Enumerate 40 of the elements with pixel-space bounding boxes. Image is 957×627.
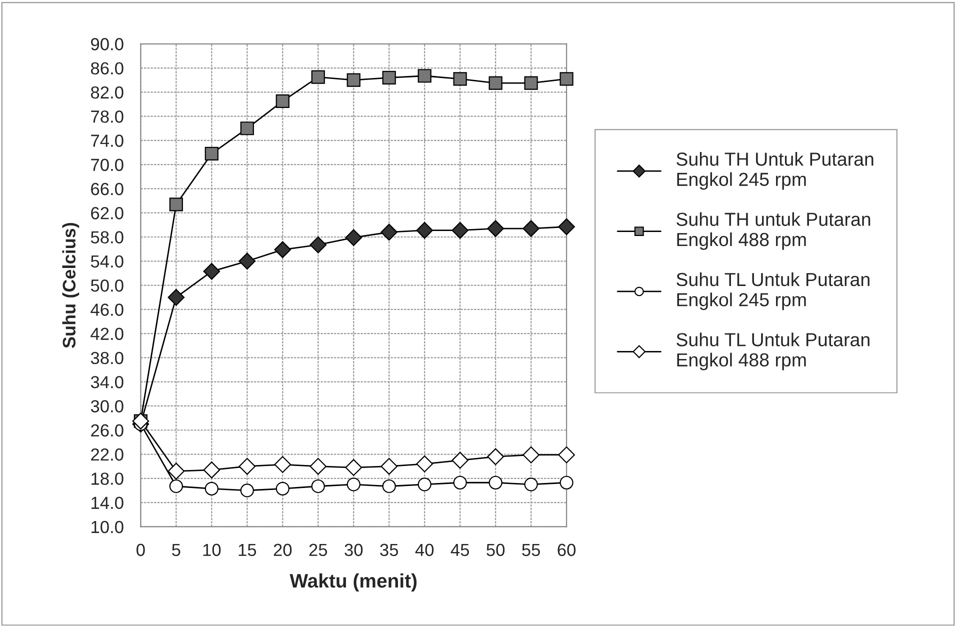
x-tick-label: 30: [344, 544, 363, 556]
y-tick-label: 54.0: [90, 255, 124, 268]
y-tick-label: 86.0: [90, 62, 124, 74]
y-tick-label: 58.0: [90, 231, 124, 244]
x-axis-title: Waktu (menit): [290, 573, 417, 592]
y-tick-label: 90.0: [91, 38, 124, 50]
y-tick-label: 78.0: [91, 110, 124, 123]
y-tick-label: 26.0: [91, 424, 124, 437]
y-tick-label: 46.0: [90, 304, 124, 316]
y-tick-label: 18.0: [92, 472, 124, 485]
y-tick-label: 82.0: [90, 86, 124, 99]
y-tick-label: 22.0: [91, 448, 124, 461]
y-tick-label: 42.0: [90, 328, 124, 340]
y-tick-label: 70.0: [91, 158, 124, 172]
legend-label: Suhu TL Untuk Putaran Engkol 245 rpm: [676, 272, 870, 310]
y-tick-label: 38.0: [90, 352, 124, 364]
x-tick-label: 25: [309, 544, 328, 556]
x-tick-label: 60: [558, 544, 576, 556]
x-tick-label: 40: [415, 544, 434, 556]
legend-label: Suhu TH Untuk Putaran Engkol 245 rpm: [676, 152, 874, 190]
legend-label: Suhu TL Untuk Putaran Engkol 488 rpm: [676, 332, 870, 370]
y-tick-label: 66.0: [91, 182, 124, 196]
y-tick-label: 30.0: [90, 400, 124, 412]
x-tick-label: 20: [274, 544, 292, 556]
x-tick-label: 45: [450, 544, 470, 556]
y-tick-label: 50.0: [90, 279, 124, 292]
legend-label: Suhu TH untuk Putaran Engkol 488 rpm: [676, 212, 870, 250]
x-tick-label: 10: [203, 544, 221, 556]
x-tick-label: 50: [486, 544, 505, 556]
x-tick-label: 5: [172, 544, 180, 556]
x-tick-label: 55: [522, 544, 540, 556]
y-tick-label: 14.0: [92, 496, 124, 509]
y-axis-title: Suhu (Celcius): [62, 222, 80, 348]
y-tick-label: 74.0: [91, 134, 124, 147]
y-tick-label: 10.0: [92, 520, 124, 534]
x-tick-label: 35: [380, 544, 398, 556]
y-tick-label: 34.0: [90, 376, 124, 388]
x-tick-label: 15: [238, 544, 256, 556]
x-tick-label: 0: [136, 544, 145, 556]
y-tick-label: 62.0: [91, 207, 124, 220]
